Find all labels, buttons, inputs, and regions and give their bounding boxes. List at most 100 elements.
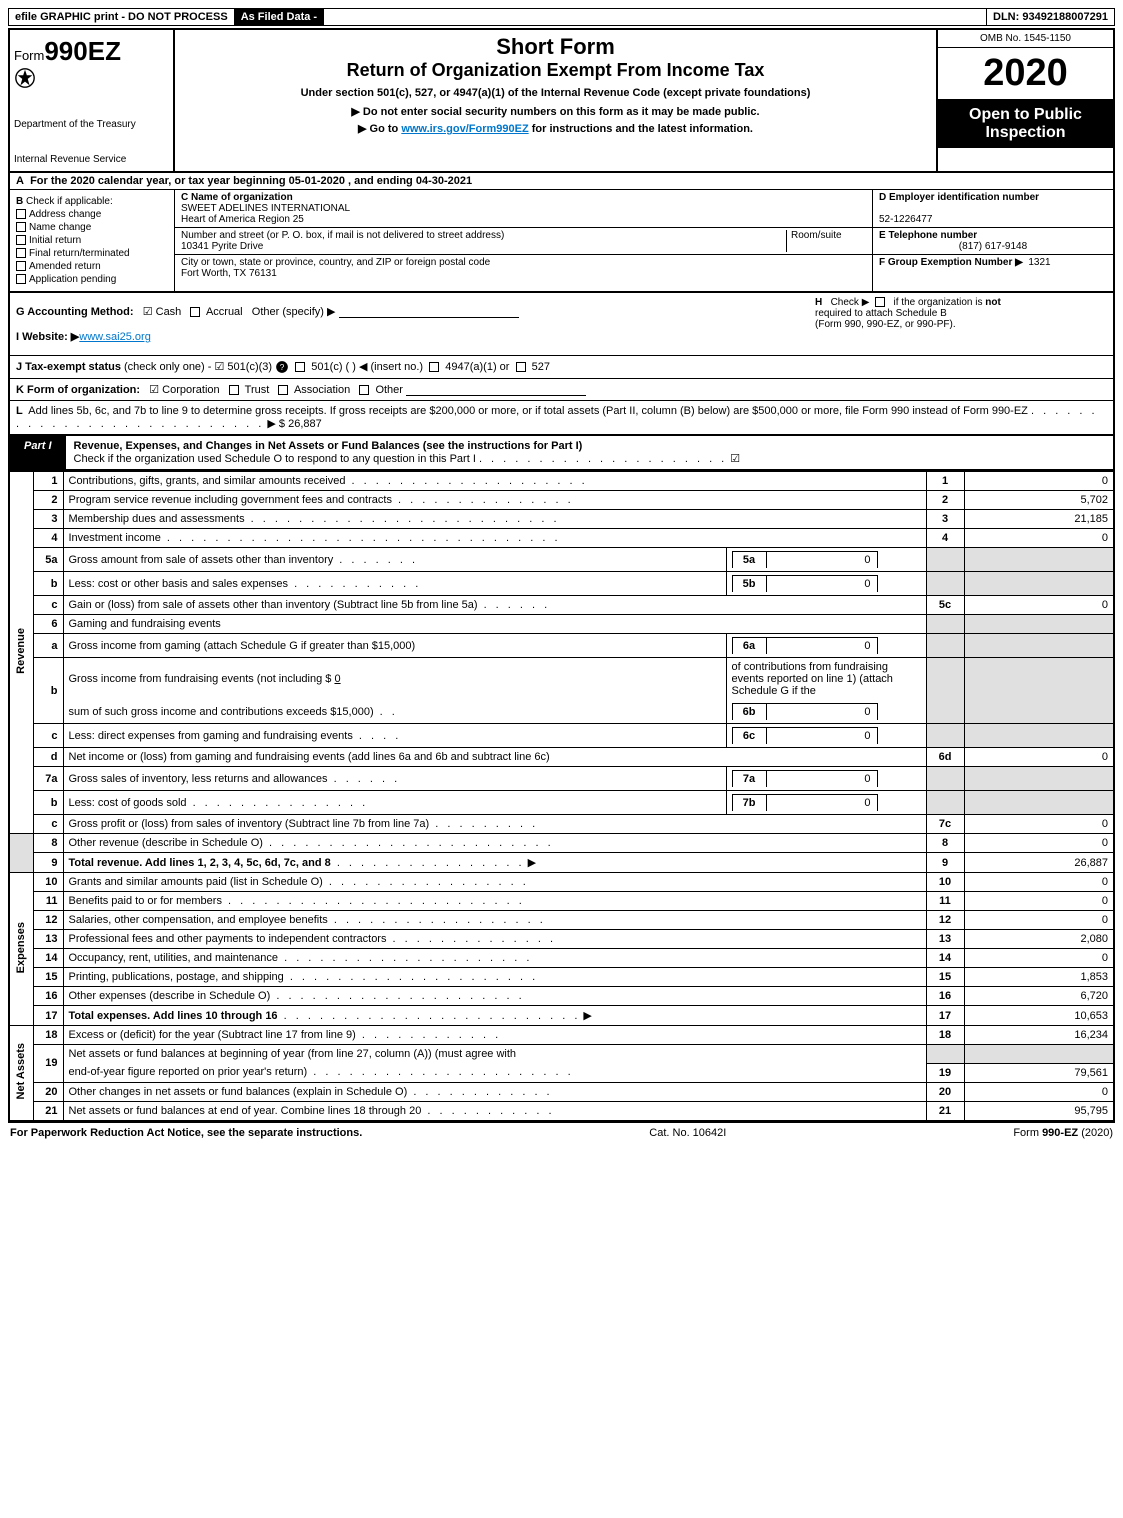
- help-icon[interactable]: ?: [275, 361, 289, 373]
- h-t4: (Form 990, 990-EZ, or 990-PF).: [815, 319, 956, 330]
- box-6a: 6a0: [732, 637, 878, 654]
- fr-prefix: Form: [1013, 1127, 1042, 1139]
- svg-text:?: ?: [280, 363, 285, 372]
- subtitle-section: Under section 501(c), 527, or 4947(a)(1)…: [205, 87, 906, 99]
- checkbox-icon[interactable]: [190, 307, 200, 317]
- form-prefix: Form: [14, 48, 44, 63]
- l7c-amt: 0: [964, 815, 1114, 834]
- line-8: 8 Other revenue (describe in Schedule O)…: [9, 834, 1114, 853]
- checkbox-icon[interactable]: [16, 209, 26, 219]
- l6c-desc: Less: direct expenses from gaming and fu…: [69, 730, 353, 742]
- l9-amt: 26,887: [964, 853, 1114, 873]
- l16-desc: Other expenses (describe in Schedule O): [69, 990, 271, 1002]
- b-pend: Application pending: [29, 274, 116, 285]
- l19-amt: 79,561: [964, 1063, 1114, 1082]
- row-j: J Tax-exempt status (check only one) - ☑…: [10, 356, 1113, 379]
- k-other-blank[interactable]: [406, 384, 586, 396]
- checkbox-icon[interactable]: [429, 362, 439, 372]
- k-assoc: Association: [294, 384, 350, 396]
- tax-year: 2020: [938, 48, 1113, 100]
- checkbox-icon[interactable]: [875, 297, 885, 307]
- checkbox-icon[interactable]: [16, 235, 26, 245]
- website-link[interactable]: www.sai25.org: [79, 331, 151, 343]
- line-9: 9 Total revenue. Add lines 1, 2, 3, 4, 5…: [9, 853, 1114, 873]
- b-final: Final return/terminated: [29, 248, 130, 259]
- box-5a: 5a0: [732, 551, 878, 568]
- l2-desc: Program service revenue including govern…: [69, 494, 392, 506]
- goto-link[interactable]: www.irs.gov/Form990EZ: [401, 123, 528, 135]
- c-name-cell: C Name of organization SWEET ADELINES IN…: [175, 190, 872, 228]
- h-t1: Check ▶: [831, 297, 870, 308]
- l17-amt: 10,653: [964, 1006, 1114, 1026]
- topbar-spacer: [324, 9, 987, 25]
- b-name: Name change: [29, 222, 91, 233]
- checkbox-icon[interactable]: [16, 274, 26, 284]
- line-20: 20Other changes in net assets or fund ba…: [9, 1082, 1114, 1101]
- k-trust: Trust: [245, 384, 270, 396]
- c-street-cell: Number and street (or P. O. box, if mail…: [175, 228, 872, 255]
- footer-left: For Paperwork Reduction Act Notice, see …: [10, 1127, 362, 1139]
- line-3: 3 Membership dues and assessments . . . …: [9, 510, 1114, 529]
- header-left: Form990EZ Department of the Treasury Int…: [10, 30, 175, 171]
- l11-desc: Benefits paid to or for members: [69, 895, 222, 907]
- g-section: G Accounting Method: ☑ Cash Accrual Othe…: [16, 297, 807, 351]
- checkbox-icon[interactable]: [516, 362, 526, 372]
- expenses-text: Expenses: [15, 922, 27, 973]
- l7b-boxlbl: 7b: [733, 795, 767, 811]
- e-cell: E Telephone number (817) 617-9148: [873, 228, 1113, 255]
- l8-amt: 0: [964, 834, 1114, 853]
- dots: . . . . . . . . . . . . . . . . . . . . …: [479, 453, 727, 465]
- checkbox-icon[interactable]: [16, 248, 26, 258]
- l5a-boxval: 0: [767, 552, 877, 568]
- l6b-v: 0: [334, 673, 340, 685]
- numcol: 1: [926, 472, 964, 491]
- line-21: 21Net assets or fund balances at end of …: [9, 1101, 1114, 1121]
- l7a-boxval: 0: [767, 771, 877, 787]
- l-section: L Add lines 5b, 6c, and 7b to line 9 to …: [16, 405, 1107, 430]
- l5b-boxval: 0: [767, 576, 877, 592]
- line-12: 12Salaries, other compensation, and empl…: [9, 911, 1114, 930]
- d-cell: D Employer identification number 52-1226…: [873, 190, 1113, 228]
- header-right: OMB No. 1545-1150 2020 Open to Public In…: [938, 30, 1113, 171]
- line-17: 17Total expenses. Add lines 10 through 1…: [9, 1006, 1114, 1026]
- line-6d: d Net income or (loss) from gaming and f…: [9, 748, 1114, 767]
- l14-amt: 0: [964, 949, 1114, 968]
- c-city-cell: City or town, state or province, country…: [175, 255, 872, 281]
- h-section: H Check ▶ if the organization is not req…: [807, 297, 1107, 351]
- l7b-desc: Less: cost of goods sold: [69, 797, 187, 809]
- l17-desc: Total expenses. Add lines 10 through 16: [69, 1010, 278, 1022]
- block-ghijkl: G Accounting Method: ☑ Cash Accrual Othe…: [8, 293, 1115, 436]
- line-19a: 19Net assets or fund balances at beginni…: [9, 1045, 1114, 1064]
- line-7b: b Less: cost of goods sold . . . . . . .…: [9, 791, 1114, 815]
- l21-desc: Net assets or fund balances at end of ye…: [69, 1105, 422, 1117]
- l7a-boxlbl: 7a: [733, 771, 767, 787]
- row-k: K Form of organization: ☑ Corporation Tr…: [10, 379, 1113, 401]
- g-lbl: G Accounting Method:: [16, 306, 134, 318]
- j-527: 527: [532, 361, 550, 373]
- l15-desc: Printing, publications, postage, and shi…: [69, 971, 284, 983]
- l5a-boxlbl: 5a: [733, 552, 767, 568]
- l4-amt: 0: [964, 529, 1114, 548]
- amt: 0: [964, 472, 1114, 491]
- line-10: Expenses 10 Grants and similar amounts p…: [9, 873, 1114, 892]
- line-18: Net Assets 18Excess or (deficit) for the…: [9, 1026, 1114, 1045]
- checkbox-icon[interactable]: [359, 385, 369, 395]
- l18-amt: 16,234: [964, 1026, 1114, 1045]
- netassets-text: Net Assets: [15, 1043, 27, 1099]
- f-val: 1321: [1028, 257, 1050, 268]
- checkbox-icon[interactable]: [295, 362, 305, 372]
- g-other-blank[interactable]: [339, 306, 519, 318]
- goto-suffix: for instructions and the latest informat…: [529, 123, 753, 135]
- checkbox-icon[interactable]: [16, 222, 26, 232]
- l6a-boxval: 0: [767, 638, 877, 654]
- checkbox-icon[interactable]: [16, 261, 26, 271]
- l13-amt: 2,080: [964, 930, 1114, 949]
- j-c: 501(c) ( ) ◀ (insert no.): [311, 361, 423, 373]
- l6b-boxlbl: 6b: [733, 704, 767, 720]
- checkbox-icon[interactable]: [229, 385, 239, 395]
- row-a-text: For the 2020 calendar year, or tax year …: [30, 175, 472, 187]
- checkbox-icon[interactable]: [278, 385, 288, 395]
- l6d-desc: Net income or (loss) from gaming and fun…: [69, 751, 550, 763]
- line-7a: 7a Gross sales of inventory, less return…: [9, 767, 1114, 791]
- l-lbl: L: [16, 405, 23, 417]
